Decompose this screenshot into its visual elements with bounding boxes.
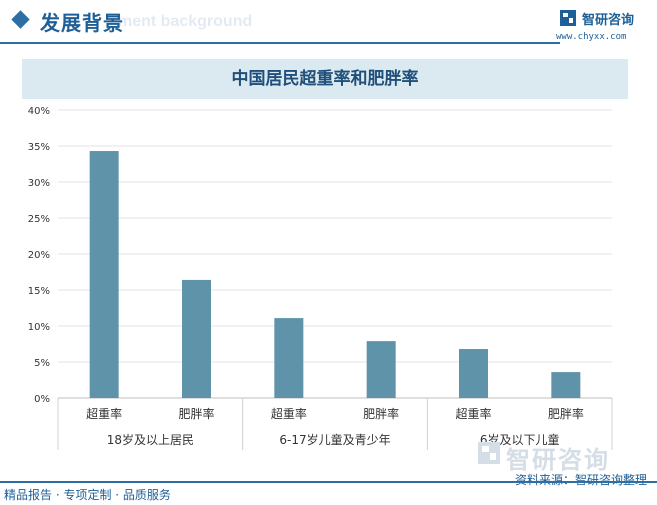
bar-chart: 0% 5% 10% 15% 20% 25% 30% 35% 40% 超重率 肥胖率 超重率 肥胖率 超重率… bbox=[28, 106, 613, 450]
x-tick-label: 超重率 bbox=[271, 406, 307, 421]
bar bbox=[274, 318, 304, 398]
bar bbox=[182, 279, 211, 398]
y-tick-label: 10% bbox=[28, 322, 50, 333]
bar bbox=[366, 341, 396, 398]
y-tick-label: 40% bbox=[28, 106, 50, 117]
x-tick-label: 超重率 bbox=[86, 406, 122, 421]
x-tick-label: 肥胖率 bbox=[178, 406, 214, 421]
brand-name: 智研咨询 bbox=[582, 13, 635, 28]
y-tick-label: 35% bbox=[28, 142, 50, 153]
y-tick-label: 20% bbox=[28, 250, 50, 261]
y-tick-label: 5% bbox=[34, 358, 50, 369]
x-tick-label: 肥胖率 bbox=[548, 406, 584, 421]
page-header: ment background 发展背景 智研咨询 www.chyxx.com bbox=[0, 0, 657, 44]
chart-title: 中国居民超重率和肥胖率 bbox=[231, 69, 419, 89]
bar bbox=[459, 349, 488, 398]
y-tick-label: 15% bbox=[28, 286, 50, 297]
footer-slogan: 精品报告 · 专项定制 · 品质服务 bbox=[4, 488, 171, 502]
watermark-text: 智研咨询 bbox=[506, 446, 610, 474]
group-label: 6-17岁儿童及青少年 bbox=[279, 432, 390, 447]
y-tick-label: 0% bbox=[34, 394, 50, 405]
source-note: 资料来源：智研咨询整理 bbox=[514, 473, 647, 487]
x-tick-label: 肥胖率 bbox=[363, 406, 399, 421]
footer-divider bbox=[0, 481, 657, 483]
y-tick-label: 25% bbox=[28, 214, 50, 225]
brand-url: www.chyxx.com bbox=[556, 32, 627, 42]
header-divider bbox=[0, 42, 560, 44]
bar bbox=[551, 372, 581, 398]
watermark-logo-icon bbox=[478, 442, 500, 464]
bar bbox=[89, 151, 119, 398]
header-subtitle-en: ment background bbox=[118, 13, 253, 30]
group-label: 18岁及以上居民 bbox=[107, 432, 194, 447]
y-tick-label: 30% bbox=[28, 178, 50, 189]
x-tick-label: 超重率 bbox=[455, 406, 491, 421]
page-title: 发展背景 bbox=[40, 11, 124, 35]
chart-title-band: 中国居民超重率和肥胖率 bbox=[22, 59, 628, 99]
brand-logo-icon bbox=[560, 10, 576, 26]
